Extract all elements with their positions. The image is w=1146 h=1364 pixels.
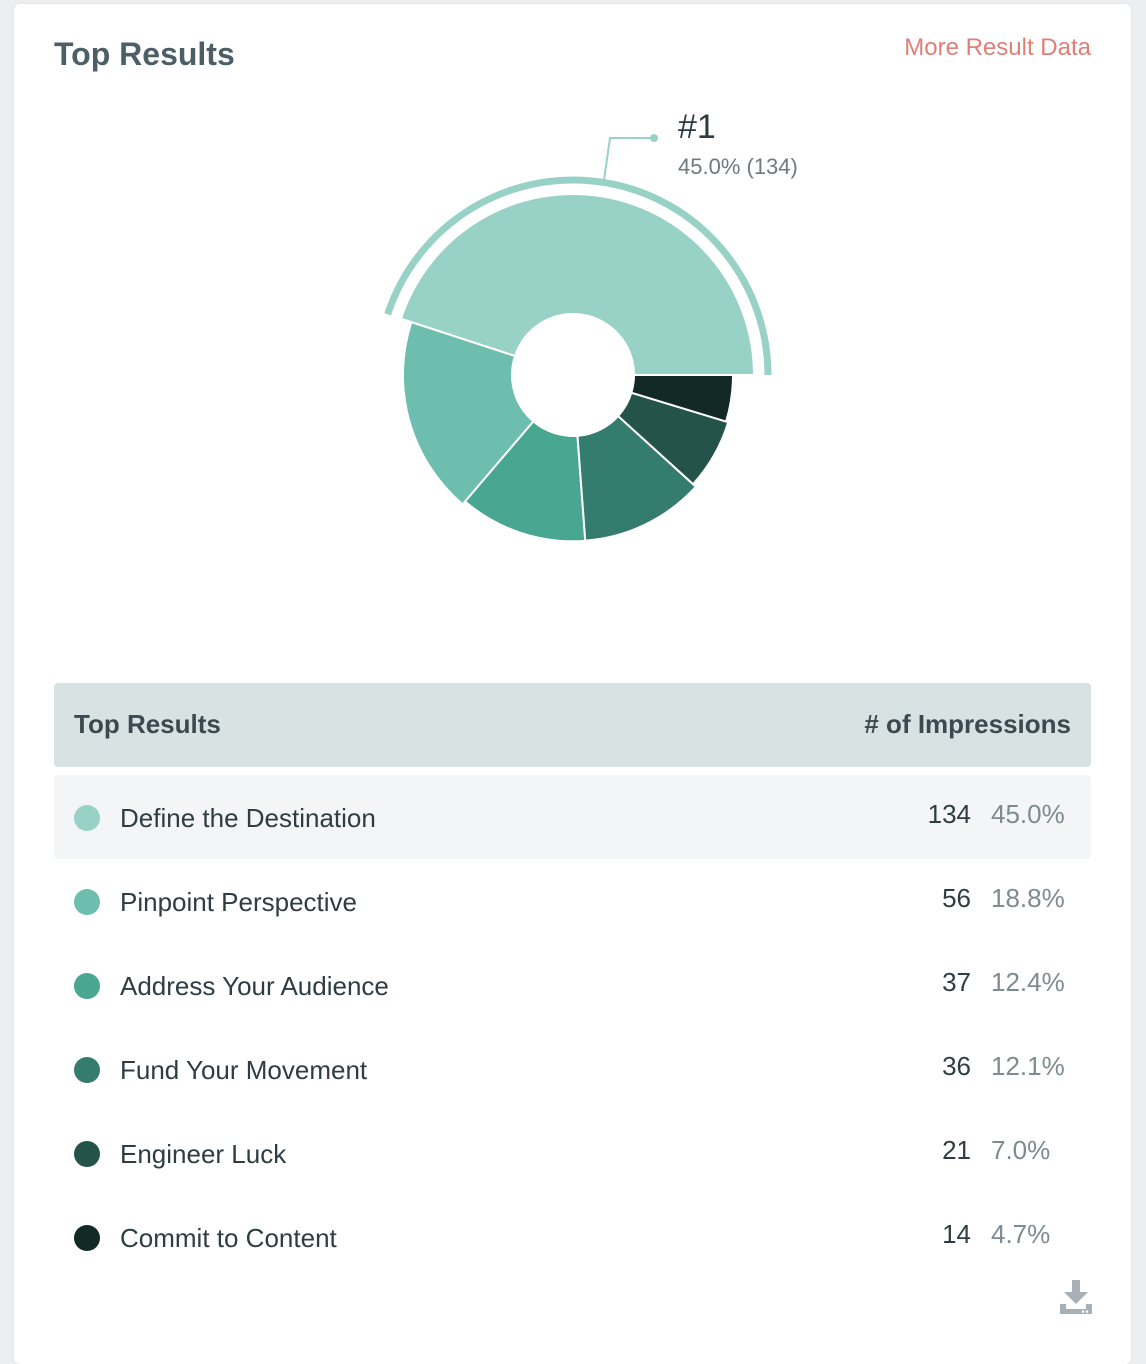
callout-leader-line [603, 137, 654, 181]
row-label: Fund Your Movement [120, 1055, 368, 1085]
row-percent: 12.4% [991, 967, 1065, 997]
row-count: 56 [942, 883, 971, 913]
callout-value: 45.0% (134) [678, 154, 798, 179]
row-count: 14 [942, 1219, 971, 1249]
row-label: Commit to Content [120, 1223, 337, 1253]
card-title: Top Results [54, 36, 235, 72]
table-row[interactable]: Define the Destination 134 45.0% [54, 775, 1091, 859]
row-percent: 12.1% [991, 1051, 1065, 1081]
more-result-data-link[interactable]: More Result Data [904, 34, 1091, 61]
row-count: 21 [942, 1135, 971, 1165]
legend-dot [74, 1225, 100, 1251]
row-percent: 4.7% [991, 1219, 1051, 1249]
legend-dot [74, 1057, 100, 1083]
row-count: 36 [942, 1051, 971, 1081]
table-row[interactable]: Fund Your Movement 36 12.1% [54, 1027, 1091, 1111]
top-results-card: Top Results More Result Data #1 45.0% (1… [14, 4, 1131, 1364]
download-icon[interactable] [1058, 1278, 1094, 1318]
callout-rank: #1 [678, 108, 716, 146]
legend-dot [74, 889, 100, 915]
row-count: 134 [927, 799, 971, 829]
table-header: Top Results # of Impressions [54, 683, 1091, 767]
donut-slice[interactable] [630, 374, 735, 423]
legend-dot [74, 805, 100, 831]
legend-dot [74, 973, 100, 999]
row-percent: 7.0% [991, 1135, 1051, 1165]
table-row[interactable]: Pinpoint Perspective 56 18.8% [54, 859, 1091, 943]
donut-slice[interactable] [463, 419, 587, 543]
column-header-impressions: # of Impressions [864, 709, 1071, 739]
row-percent: 45.0% [991, 799, 1065, 829]
callout-dot [650, 134, 658, 142]
row-label: Address Your Audience [120, 971, 389, 1001]
row-percent: 18.8% [991, 883, 1065, 913]
results-donut-chart [384, 134, 772, 543]
row-label: Engineer Luck [120, 1139, 287, 1169]
row-label: Pinpoint Perspective [120, 887, 358, 917]
column-header-results: Top Results [74, 709, 221, 739]
table-row[interactable]: Commit to Content 14 4.7% [54, 1195, 1091, 1279]
table-row[interactable]: Engineer Luck 21 7.0% [54, 1111, 1091, 1195]
donut-slice[interactable] [399, 193, 756, 376]
donut-slice[interactable] [576, 414, 698, 542]
legend-dot [74, 1141, 100, 1167]
row-label: Define the Destination [120, 803, 376, 833]
table-row[interactable]: Address Your Audience 37 12.4% [54, 943, 1091, 1027]
highlight-arc [384, 176, 772, 376]
donut-slice[interactable] [616, 391, 730, 486]
row-count: 37 [942, 967, 971, 997]
